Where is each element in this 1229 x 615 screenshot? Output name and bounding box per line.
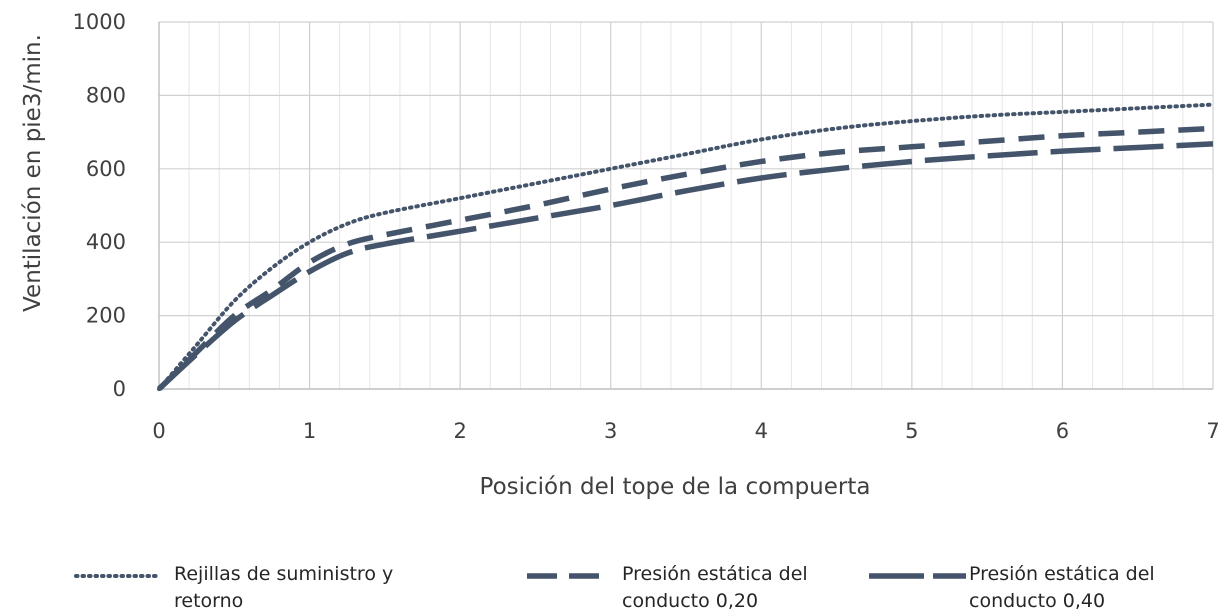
legend: Rejillas de suministro y retorno Presión e… [74,563,1155,612]
x-tick-label: 0 [152,419,165,443]
x-tick-label: 3 [604,419,617,443]
y-tick-labels: 0 200 400 600 800 1000 [73,10,126,401]
x-axis-title: Posición del tope de la compuerta [480,474,871,500]
legend-label: Rejillas de suministro y [174,563,393,585]
legend-label: conducto 0,20 [622,590,758,612]
x-tick-label: 2 [453,419,466,443]
y-tick-label: 0 [113,377,126,401]
legend-item-1: Rejillas de suministro y retorno [74,563,393,612]
x-tick-label: 4 [755,419,768,443]
series-line-1 [157,102,1215,391]
legend-item-3: Presión estática del conducto 0,40 [869,563,1155,612]
legend-item-2: Presión estática del conducto 0,20 [527,563,808,612]
y-tick-label: 400 [86,230,126,254]
legend-label: Presión estática del [622,563,808,585]
x-tick-label: 5 [905,419,918,443]
y-tick-label: 200 [86,304,126,328]
legend-label: Presión estática del [969,563,1155,585]
axes [158,22,1213,390]
x-tick-label: 1 [303,419,316,443]
x-tick-labels: 0 1 2 3 4 5 6 7 [152,419,1219,443]
x-tick-label: 7 [1206,419,1219,443]
grid [159,21,1214,389]
y-tick-label: 1000 [73,10,126,34]
legend-label: retorno [174,590,243,612]
series-lines [157,102,1215,392]
y-axis-title: Ventilación en pie3/min. [20,34,46,312]
x-tick-label: 6 [1056,419,1069,443]
y-tick-label: 800 [86,83,126,107]
series-line-2 [157,125,1214,391]
legend-label: conducto 0,40 [969,590,1105,612]
series-line-3 [157,141,1214,392]
y-tick-label: 600 [86,157,126,181]
